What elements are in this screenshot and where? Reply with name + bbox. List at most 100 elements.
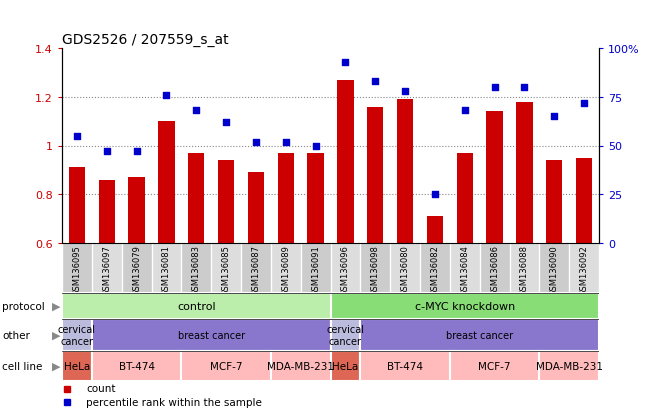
Text: GSM136097: GSM136097 (102, 245, 111, 296)
Point (579, 100, 589, 107)
Bar (569, 243, 599, 293)
Bar (271, 243, 301, 293)
Bar (158, 122, 174, 389)
Text: GSM136086: GSM136086 (490, 245, 499, 296)
Bar (331, 351, 361, 381)
Bar (301, 243, 331, 293)
Text: HeLa: HeLa (64, 361, 90, 371)
Text: GSM136082: GSM136082 (430, 245, 439, 296)
Text: breast cancer: breast cancer (446, 330, 513, 340)
Point (161, 92, 172, 99)
Bar (271, 351, 331, 381)
Text: control: control (177, 301, 215, 311)
Text: GSM136083: GSM136083 (192, 245, 201, 296)
Text: GSM136088: GSM136088 (520, 245, 529, 296)
Text: GSM136084: GSM136084 (460, 245, 469, 296)
Point (102, 149, 112, 155)
Text: GSM136079: GSM136079 (132, 245, 141, 296)
Text: MCF-7: MCF-7 (478, 361, 511, 371)
Point (72, 133, 82, 140)
Text: BT-474: BT-474 (118, 361, 154, 371)
Point (430, 192, 440, 198)
Bar (188, 154, 204, 389)
Bar (62, 319, 92, 351)
Bar (576, 158, 592, 389)
Text: BT-474: BT-474 (387, 361, 423, 371)
Text: GSM136080: GSM136080 (400, 245, 409, 296)
Bar (92, 319, 331, 351)
Bar (516, 102, 533, 389)
Text: GSM136096: GSM136096 (341, 245, 350, 296)
Text: MDA-MB-231: MDA-MB-231 (267, 361, 334, 371)
Point (281, 139, 291, 145)
Point (370, 78, 380, 85)
Point (221, 119, 231, 126)
Bar (426, 217, 443, 389)
Bar (152, 243, 182, 293)
Bar (211, 243, 241, 293)
Text: GSM136081: GSM136081 (162, 245, 171, 296)
Bar (420, 243, 450, 293)
Bar (390, 243, 420, 293)
Text: protocol: protocol (2, 301, 45, 311)
Bar (361, 351, 450, 381)
Bar (539, 243, 569, 293)
Bar (397, 100, 413, 389)
Text: HeLa: HeLa (332, 361, 359, 371)
Text: ▶: ▶ (51, 361, 61, 371)
Bar (69, 168, 85, 389)
Text: ▶: ▶ (51, 301, 61, 311)
Bar (277, 154, 294, 389)
Point (191, 108, 201, 114)
Point (251, 139, 261, 145)
Text: GSM136095: GSM136095 (72, 245, 81, 296)
Bar (480, 243, 510, 293)
Bar (98, 180, 115, 389)
Text: cell line: cell line (2, 361, 42, 371)
Bar (546, 161, 562, 389)
Point (490, 85, 500, 91)
Bar (331, 293, 599, 319)
Text: GSM136089: GSM136089 (281, 245, 290, 296)
Text: other: other (2, 330, 30, 340)
Text: GDS2526 / 207559_s_at: GDS2526 / 207559_s_at (62, 33, 229, 47)
Text: breast cancer: breast cancer (178, 330, 245, 340)
Bar (331, 319, 361, 351)
Point (400, 88, 410, 95)
Text: cervical
cancer: cervical cancer (58, 325, 96, 346)
Text: GSM136092: GSM136092 (579, 245, 589, 296)
Text: count: count (86, 384, 116, 394)
Bar (92, 351, 182, 381)
Bar (92, 243, 122, 293)
Bar (307, 154, 324, 389)
Point (340, 59, 351, 66)
Bar (122, 243, 152, 293)
Point (311, 143, 321, 150)
Text: GSM136085: GSM136085 (221, 245, 230, 296)
Bar (62, 243, 92, 293)
Point (460, 108, 470, 114)
Bar (450, 243, 480, 293)
Text: MDA-MB-231: MDA-MB-231 (536, 361, 603, 371)
Text: GSM136091: GSM136091 (311, 245, 320, 296)
Bar (62, 351, 92, 381)
Bar (241, 243, 271, 293)
Point (519, 85, 530, 91)
Bar (331, 243, 361, 293)
Text: GSM136090: GSM136090 (549, 245, 559, 296)
Text: ▶: ▶ (51, 330, 61, 340)
Text: cervical
cancer: cervical cancer (326, 325, 365, 346)
Text: c-MYC knockdown: c-MYC knockdown (415, 301, 515, 311)
Bar (218, 161, 234, 389)
Text: percentile rank within the sample: percentile rank within the sample (86, 397, 262, 407)
Bar (361, 319, 599, 351)
Bar (337, 81, 353, 389)
Bar (367, 107, 383, 389)
Bar (248, 173, 264, 389)
Text: MCF-7: MCF-7 (210, 361, 242, 371)
Bar (128, 178, 145, 389)
Bar (450, 351, 539, 381)
Bar (182, 351, 271, 381)
Point (132, 149, 142, 155)
Bar (361, 243, 390, 293)
